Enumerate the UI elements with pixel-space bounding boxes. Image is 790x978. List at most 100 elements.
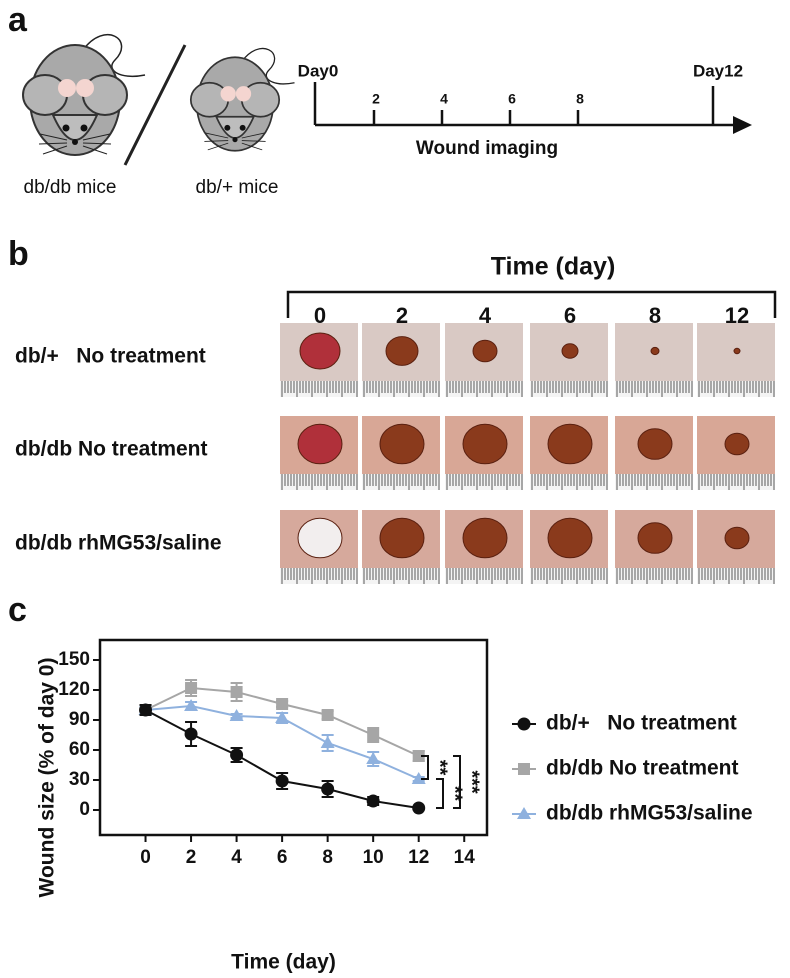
x-tick-label: 6 — [277, 847, 288, 868]
wound — [462, 517, 508, 559]
wound — [724, 526, 750, 550]
y-tick-label: 30 — [69, 769, 90, 790]
column-label: 8 — [649, 303, 661, 328]
y-tick-label: 60 — [69, 739, 90, 760]
legend-marker — [517, 807, 531, 819]
ruler — [280, 568, 358, 584]
timeline-arrow — [733, 116, 752, 134]
timeline-ticks: 2 4 6 8 — [372, 91, 584, 125]
mouse-icon — [22, 33, 146, 156]
point — [276, 698, 289, 710]
point — [184, 699, 199, 711]
bracket — [286, 290, 777, 318]
significance-label: ** — [429, 760, 451, 776]
ruler — [280, 474, 358, 490]
timeline-label: Wound imaging — [416, 138, 558, 159]
column-label: 0 — [314, 303, 326, 328]
point — [412, 801, 426, 815]
column-label: 4 — [479, 303, 492, 328]
ruler — [530, 568, 608, 584]
y-tick-label: 120 — [58, 679, 90, 700]
ruler — [697, 474, 775, 490]
ruler — [615, 381, 693, 397]
wound — [472, 339, 498, 363]
wound — [462, 423, 508, 465]
legend-label: db/db No treatment — [546, 757, 739, 780]
row-label: db/db No treatment — [15, 438, 208, 461]
ruler — [362, 568, 440, 584]
ruler — [530, 381, 608, 397]
wound — [637, 428, 673, 460]
point — [320, 736, 335, 748]
timeline-tick-label: 2 — [372, 91, 380, 107]
legend-marker — [517, 717, 531, 731]
wound — [561, 343, 579, 359]
column-label: 2 — [396, 303, 408, 328]
mouse-label: db/db mice — [24, 177, 117, 198]
timeline-end-label: Day12 — [693, 61, 743, 80]
ruler — [445, 381, 523, 397]
point — [184, 727, 198, 741]
ruler — [445, 568, 523, 584]
y-tick-label: 90 — [69, 709, 90, 730]
wound — [547, 423, 593, 465]
timeline-tick-label: 6 — [508, 91, 516, 107]
grid-title: Time (day) — [491, 253, 616, 281]
x-tick-label: 12 — [408, 847, 429, 868]
ruler — [530, 474, 608, 490]
wound — [297, 423, 343, 465]
row-label: db/+ No treatment — [15, 345, 206, 368]
divider — [123, 44, 187, 166]
panel-label: b — [8, 235, 29, 273]
legend-marker — [518, 763, 530, 775]
point — [275, 774, 289, 788]
panel-label: c — [8, 591, 27, 629]
wound — [637, 522, 673, 554]
x-tick-label: 10 — [363, 847, 384, 868]
wound — [547, 517, 593, 559]
point — [275, 711, 290, 723]
ruler — [362, 474, 440, 490]
wound — [299, 332, 341, 370]
point — [230, 686, 243, 698]
point — [367, 729, 380, 741]
significance-bracket — [436, 778, 444, 809]
chart: 0 30 60 90 120 150 0 2 4 6 8 10 12 14 Time (day) Wound … — [36, 638, 753, 974]
mouse-icon — [189, 47, 296, 152]
point — [229, 709, 244, 721]
significance-bracket — [421, 755, 429, 780]
x-tick-label: 2 — [186, 847, 197, 868]
x-tick-label: 8 — [322, 847, 333, 868]
point — [412, 750, 425, 762]
point — [411, 772, 426, 784]
wound — [297, 517, 343, 559]
ruler — [362, 381, 440, 397]
axis-frame — [98, 638, 489, 837]
wound — [379, 517, 425, 559]
ruler — [697, 381, 775, 397]
significance-label: *** — [461, 770, 483, 794]
mouse-label: db/+ mice — [196, 177, 279, 198]
x-tick-label: 0 — [140, 847, 151, 868]
point — [321, 782, 335, 796]
wound — [650, 346, 660, 356]
x-tick-label: 4 — [231, 847, 242, 868]
ruler — [615, 474, 693, 490]
significance-bracket — [453, 755, 461, 809]
wound — [733, 347, 741, 355]
timeline-start-label: Day0 — [298, 61, 339, 80]
series-line — [145, 709, 419, 809]
ruler — [445, 474, 523, 490]
point — [139, 703, 153, 717]
legend-label: db/+ No treatment — [546, 712, 737, 735]
point — [185, 682, 198, 694]
legend-label: db/db rhMG53/saline — [546, 802, 753, 825]
wound — [385, 336, 419, 366]
column-label: 6 — [564, 303, 576, 328]
panel-label: a — [8, 1, 28, 39]
wound — [379, 423, 425, 465]
x-axis-label: Time (day) — [231, 951, 336, 974]
